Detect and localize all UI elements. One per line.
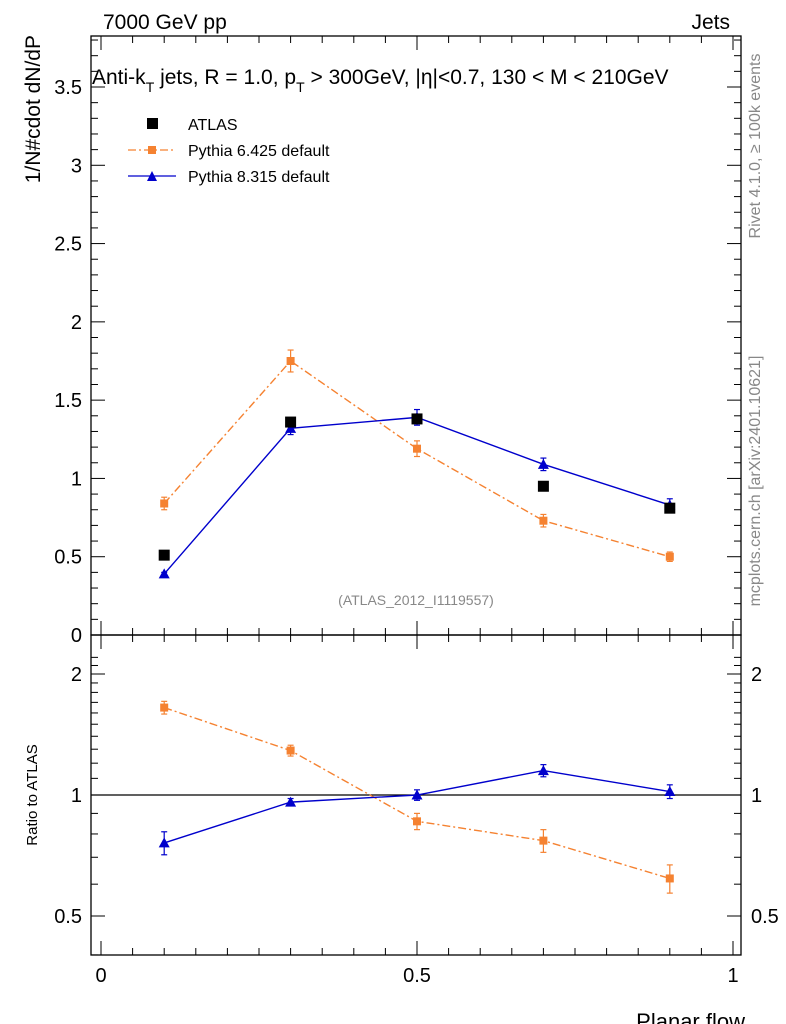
cuts-label-part: Anti-k [92, 66, 146, 89]
legend-pythia6-marker [148, 146, 156, 154]
ratio-panel: 0.5 0.5 1 1 2 2 0 0.5 1 [54, 634, 779, 987]
main-y-tick-label: 2 [71, 312, 82, 334]
legend: ATLAS Pythia 6.425 default Pythia 8.315 … [128, 117, 330, 186]
ratio-y-tick-label-right: 1 [751, 785, 762, 807]
ratio-pythia6-point [160, 703, 169, 712]
main-y-tick-label: 1 [71, 468, 82, 490]
main-pythia6-point [286, 357, 295, 365]
ratio-pythia8-point [537, 765, 549, 776]
mcplots-source-label: mcplots.cern.ch [arXiv:2401.10621] [747, 356, 764, 607]
legend-pythia6-label: Pythia 6.425 default [188, 143, 330, 160]
ratio-y-axis-label: Ratio to ATLAS [24, 744, 41, 845]
legend-pythia8-marker [147, 171, 157, 181]
main-pythia8-point [285, 422, 297, 433]
ratio-pythia6-point [539, 836, 548, 845]
main-y-tick-label: 1.5 [54, 390, 82, 412]
cuts-label-sub: T [146, 79, 155, 95]
main-pythia6-point [665, 552, 674, 561]
energy-label: 7000 GeV pp [103, 11, 227, 34]
legend-atlas-label: ATLAS [188, 117, 238, 134]
cuts-label: Anti-kT jets, R = 1.0, pT > 300GeV, |η|<… [92, 66, 669, 95]
x-tick-label: 1 [727, 965, 738, 987]
main-atlas-point [537, 480, 549, 492]
main-atlas-point [664, 502, 676, 514]
main-pythia6-point [413, 444, 421, 453]
main-pythia6-point [539, 516, 548, 525]
cuts-label-sub: T [296, 79, 305, 95]
ratio-y-tick-label-right: 2 [751, 664, 762, 686]
ratio-pythia8-line [163, 769, 670, 844]
ratio-y-tick-label-right: 0.5 [751, 906, 779, 928]
legend-pythia8-label: Pythia 8.315 default [188, 169, 330, 186]
ratio-y-tick-label: 0.5 [54, 906, 82, 928]
ratio-pythia6-point [413, 817, 421, 826]
main-pythia8-point [158, 568, 170, 579]
ratio-pythia8-point [664, 786, 676, 797]
main-y-tick-label: 3.5 [54, 77, 82, 99]
ratio-pythia8-point [158, 837, 170, 848]
main-y-tick-label: 0 [71, 625, 82, 647]
main-pythia6-point [160, 499, 169, 508]
category-label: Jets [691, 11, 730, 34]
rivet-version-label: Rivet 4.1.0, ≥ 100k events [747, 54, 764, 239]
ratio-pythia6-point [665, 874, 674, 883]
legend-atlas-marker [147, 118, 158, 129]
x-axis-label: Planar flow [636, 1009, 745, 1024]
ratio-pythia8-point [411, 789, 423, 800]
main-atlas-point [285, 416, 297, 428]
x-tick-label: 0.5 [403, 965, 431, 987]
analysis-id-label: (ATLAS_2012_I1119557) [338, 592, 494, 608]
ratio-y-tick-label: 2 [71, 664, 82, 686]
main-y-tick-label: 0.5 [54, 547, 82, 569]
main-y-axis-label: 1/N#cdot dN/dP [22, 35, 45, 183]
cuts-label-part: > 300GeV, |η|<0.7, 130 < M < 210GeV [305, 66, 669, 89]
main-pythia8-point [537, 458, 549, 469]
ratio-pythia8-point [285, 796, 297, 807]
x-tick-label: 0 [95, 965, 106, 987]
main-y-tick-label: 2.5 [54, 234, 82, 256]
main-atlas-point [411, 413, 423, 425]
ratio-pythia6-point [286, 746, 295, 755]
main-panel: 0 0.5 1 1.5 2 2.5 3 3.5 [54, 35, 742, 647]
main-pythia6-line [163, 360, 670, 558]
main-y-tick-label: 3 [71, 155, 82, 177]
cuts-label-part: jets, R = 1.0, p [154, 66, 296, 89]
main-atlas-point [158, 549, 170, 561]
ratio-y-tick-label: 1 [71, 785, 82, 807]
